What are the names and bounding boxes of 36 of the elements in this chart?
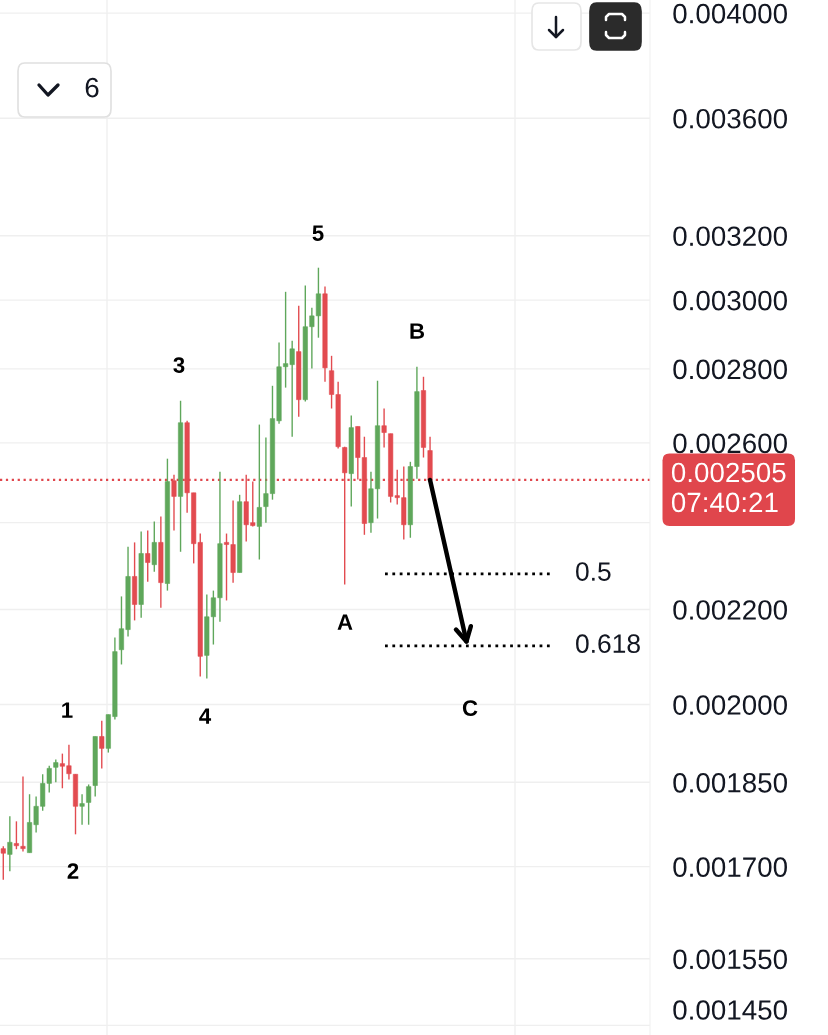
annotation: 4 <box>199 708 212 724</box>
y-tick-label: 0.003200 <box>673 226 787 247</box>
annotation: 1 <box>62 702 73 718</box>
annotation: 0.618 <box>576 634 640 654</box>
ref-line-label: 0.002505 07:40:21 <box>671 462 786 513</box>
y-tick-label: 0.002200 <box>673 600 787 620</box>
y-tick-label: 0.003000 <box>673 290 787 311</box>
candlestick <box>99 719 105 770</box>
y-tick-label: 0.002600 <box>673 433 787 454</box>
annotation: B <box>410 323 425 339</box>
candlestick <box>13 820 19 850</box>
y-tick-label: 0.002800 <box>673 359 787 380</box>
annotation: C <box>462 700 478 716</box>
candlestick <box>256 423 262 561</box>
candlestick <box>7 815 13 873</box>
y-tick-label: 0.002000 <box>673 695 787 715</box>
candlestick <box>145 529 151 583</box>
annotation: A <box>337 614 353 630</box>
candlestick <box>79 793 85 826</box>
candlestick <box>151 520 157 573</box>
y-tick-label: 0.001850 <box>673 772 787 793</box>
candlestick <box>20 775 26 853</box>
y-tick-label: 0.001550 <box>673 949 787 970</box>
annotation: 0.5 <box>576 562 611 581</box>
candlestick <box>86 783 92 826</box>
candlestick <box>53 758 59 784</box>
y-tick-label: 0.001450 <box>673 1000 787 1020</box>
y-tick-label: 0.003600 <box>673 108 787 129</box>
candlestick <box>381 407 387 449</box>
annotation: 6 <box>85 77 99 98</box>
candlestick <box>0 845 6 881</box>
y-tick-label: 0.004000 <box>673 3 787 24</box>
annotation: 2 <box>67 863 79 879</box>
annotation: 5 <box>312 225 324 241</box>
annotation: 3 <box>173 357 185 373</box>
y-tick-label: 0.001700 <box>673 857 787 877</box>
